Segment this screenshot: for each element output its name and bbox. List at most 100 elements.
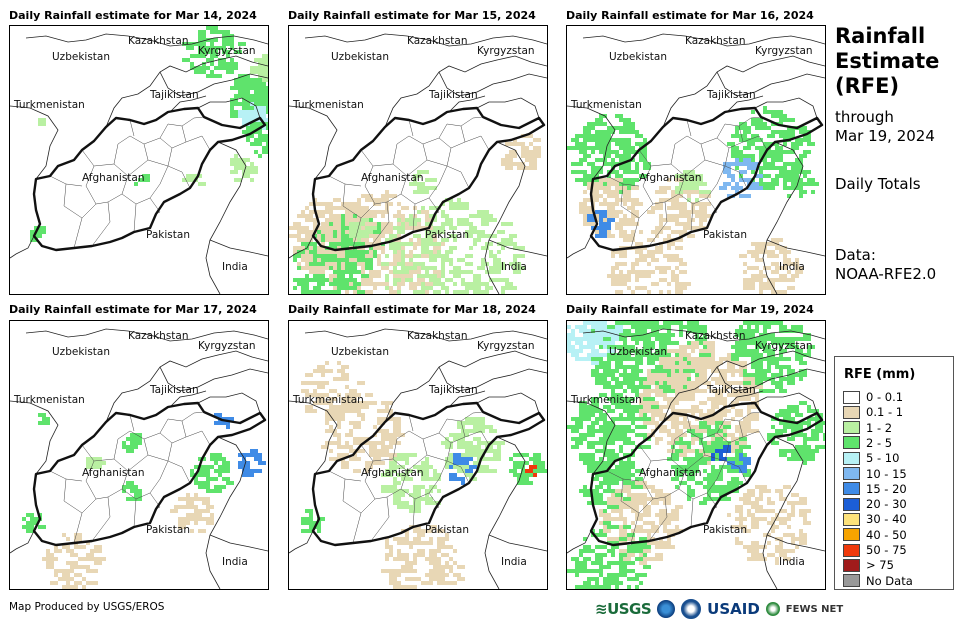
rain-cell (647, 353, 655, 357)
rain-cell (579, 325, 583, 329)
rain-cell (194, 497, 198, 501)
rain-cell (659, 365, 663, 369)
rain-cell (627, 222, 635, 226)
rain-cell (771, 238, 779, 242)
rain-cell (385, 238, 389, 242)
rain-cell (751, 282, 755, 286)
rain-cell (651, 345, 655, 349)
rain-cell (671, 389, 675, 393)
rain-cell (477, 214, 481, 218)
rain-cell (126, 449, 134, 453)
rain-cell (353, 397, 357, 401)
rain-cell (86, 569, 90, 573)
rain-cell (357, 230, 365, 234)
rain-cell (198, 46, 202, 50)
rain-cell (619, 274, 623, 278)
rain-cell (771, 278, 779, 282)
rain-cell (723, 170, 731, 174)
rain-cell (441, 274, 445, 278)
rain-cell (623, 170, 627, 174)
rain-cell (675, 282, 683, 286)
rain-cell (631, 266, 635, 270)
rain-cell (647, 333, 651, 337)
rain-cell (142, 174, 150, 178)
rain-cell (250, 98, 254, 102)
rain-cell (775, 110, 783, 114)
rain-cell (481, 469, 489, 473)
rain-cell (401, 493, 405, 497)
rain-cell (238, 453, 242, 457)
rain-cell (771, 178, 779, 182)
rain-cell (250, 86, 254, 90)
rain-cell (293, 250, 297, 254)
rain-cell (413, 246, 417, 250)
rain-cell (779, 134, 783, 138)
rain-cell (325, 238, 333, 242)
rain-cell (202, 465, 206, 469)
rain-cell (489, 270, 497, 274)
rain-cell (345, 405, 349, 409)
rain-cell (337, 437, 341, 441)
rain-cell (317, 254, 325, 258)
rain-cell (619, 365, 627, 369)
rain-cell (405, 278, 413, 282)
province-border (159, 123, 187, 149)
rain-cell (751, 170, 755, 174)
rain-cell (210, 453, 214, 457)
rain-cell (473, 453, 477, 457)
rain-cell (337, 441, 341, 445)
rain-cell (751, 158, 755, 162)
rain-cell (615, 222, 623, 226)
rain-cell (691, 182, 699, 186)
rain-cell (230, 86, 238, 90)
rain-cell (429, 477, 433, 481)
rain-cell (305, 218, 309, 222)
rain-cell (679, 262, 687, 266)
province-border (686, 119, 692, 137)
rain-cell (417, 186, 421, 190)
rain-cell (333, 433, 341, 437)
rain-cell (433, 473, 441, 477)
rain-cell (214, 457, 222, 461)
rain-cell (361, 218, 369, 222)
rain-cell (751, 110, 755, 114)
rain-cell (301, 517, 309, 521)
rain-cell (529, 134, 533, 138)
rain-cell (695, 198, 699, 202)
rain-cell (445, 250, 453, 254)
rainfall-map-mar-18: Kazakhstan Kyrgyzstan Uzbekistan Tajikistan… (288, 320, 548, 590)
rain-cell (643, 150, 647, 154)
rain-cell (262, 126, 266, 130)
rain-cell (623, 282, 627, 286)
rain-cell (739, 194, 743, 198)
rain-cell (509, 286, 513, 290)
rain-cell (377, 234, 381, 238)
rain-cell (783, 254, 787, 258)
rain-cell (759, 182, 767, 186)
rain-cell (529, 457, 537, 461)
rain-cell (389, 202, 393, 206)
rain-cell (607, 190, 611, 194)
rain-cell (675, 206, 683, 210)
country-border (662, 55, 825, 128)
rain-cell (477, 234, 485, 238)
rain-cell (461, 278, 465, 282)
rain-cell (627, 377, 635, 381)
rain-cell (525, 150, 533, 154)
rain-cell (489, 286, 493, 290)
rain-cell (655, 333, 663, 337)
rain-cell (413, 226, 417, 230)
rain-cell (266, 94, 268, 98)
rain-cell (409, 258, 413, 262)
rain-cell (405, 218, 409, 222)
province-border (113, 135, 149, 177)
rain-cell (437, 557, 441, 561)
rain-cell (397, 226, 405, 230)
rain-cell (579, 146, 587, 150)
rain-cell (130, 433, 138, 437)
rain-cell (238, 86, 246, 90)
rain-cell (659, 206, 663, 210)
rain-cell (655, 337, 663, 341)
rain-cell (595, 130, 599, 134)
rain-cell (571, 333, 575, 337)
